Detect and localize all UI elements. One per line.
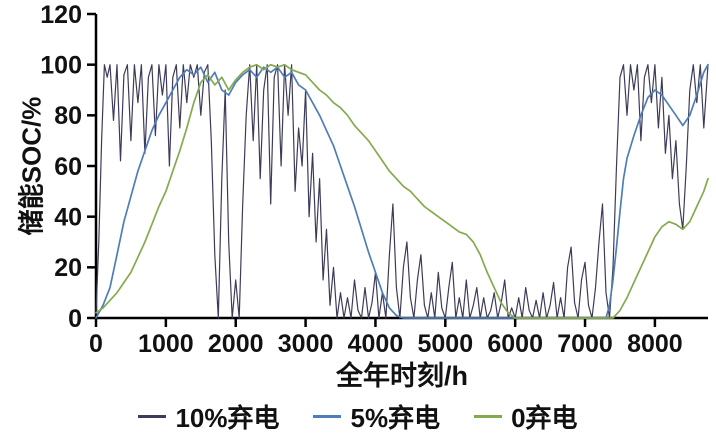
legend-item-0pct: 0弃电 xyxy=(474,398,578,435)
x-tick-label: 6000 xyxy=(487,330,543,358)
legend-item-5pct: 5%弃电 xyxy=(313,398,440,435)
y-tick-label: 60 xyxy=(54,153,82,181)
y-tick-label: 120 xyxy=(40,1,82,29)
x-tick-label: 8000 xyxy=(627,330,683,358)
legend-label-5pct: 5%弃电 xyxy=(350,403,441,433)
legend-label-0pct: 0弃电 xyxy=(511,403,578,433)
x-tick-label: 0 xyxy=(89,330,103,358)
legend: 10%弃电 5%弃电 0弃电 xyxy=(0,398,716,435)
legend-line-5pct-icon xyxy=(313,415,342,418)
x-tick-label: 5000 xyxy=(418,330,474,358)
y-tick-label: 0 xyxy=(68,305,82,333)
series-line-5pct xyxy=(95,63,709,319)
x-tick-label: 4000 xyxy=(348,330,404,358)
legend-line-10pct-icon xyxy=(138,415,167,418)
legend-label-10pct: 10%弃电 xyxy=(175,403,280,433)
x-tick-label: 7000 xyxy=(557,330,613,358)
y-tick-label: 40 xyxy=(54,203,82,231)
series-line-0pct xyxy=(95,63,709,319)
y-tick-label: 100 xyxy=(40,51,82,79)
x-axis-title: 全年时刻/h xyxy=(336,361,468,391)
x-tick-label: 3000 xyxy=(278,330,334,358)
legend-item-10pct: 10%弃电 xyxy=(138,398,279,435)
series-line-10pct xyxy=(95,64,709,319)
y-axis-title: 储能SOC/% xyxy=(16,96,47,236)
x-tick-label: 2000 xyxy=(208,330,264,358)
y-tick-label: 20 xyxy=(54,254,82,282)
y-tick-label: 80 xyxy=(54,102,82,130)
legend-line-0pct-icon xyxy=(474,415,503,418)
x-tick-label: 1000 xyxy=(138,330,194,358)
